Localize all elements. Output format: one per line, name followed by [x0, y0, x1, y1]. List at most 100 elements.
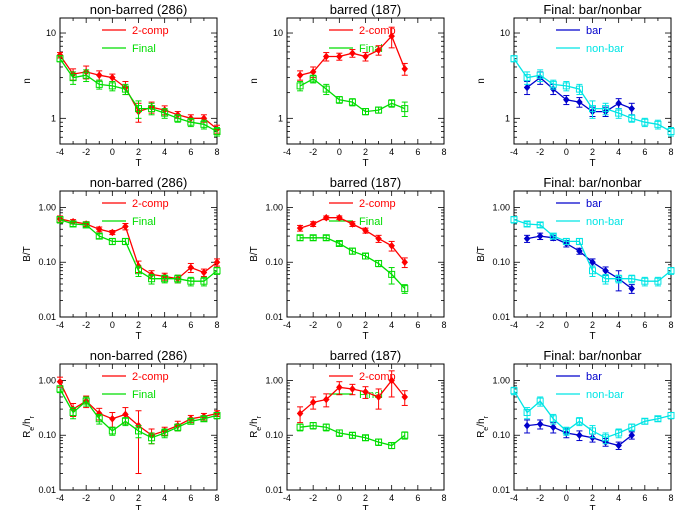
x-tick-label: 0: [564, 320, 569, 330]
x-tick-label: 6: [188, 320, 193, 330]
data-point: [388, 270, 396, 278]
x-tick-label: -4: [283, 493, 291, 503]
data-point: [56, 385, 64, 393]
data-point: [562, 427, 570, 435]
data-point: [336, 213, 343, 222]
data-point: [362, 52, 369, 61]
x-tick-label: -4: [510, 320, 518, 330]
x-tick-label: 8: [214, 147, 219, 157]
x-tick-label: 4: [389, 147, 394, 157]
data-point: [523, 409, 531, 417]
data-point: [309, 422, 317, 430]
data-point: [56, 216, 64, 224]
data-point: [510, 55, 518, 63]
y-tick-label: 10: [46, 28, 56, 38]
data-point: [549, 415, 557, 423]
data-point: [602, 434, 610, 442]
data-point: [69, 409, 77, 417]
y-tick-label: 0.01: [265, 312, 283, 322]
data-point: [161, 275, 169, 283]
data-point: [628, 114, 636, 122]
legend-label: non-bar: [586, 389, 624, 401]
data-point: [135, 267, 142, 275]
y-tick-label: 1.00: [265, 202, 283, 212]
data-point: [187, 263, 195, 272]
legend-label: Final: [132, 389, 156, 401]
x-tick-label: 2: [363, 320, 368, 330]
chart-title: non-barred (286): [90, 348, 188, 363]
y-tick-label: 10: [500, 28, 510, 38]
x-tick-label: -4: [510, 493, 518, 503]
data-point: [388, 441, 396, 449]
data-point: [549, 232, 557, 240]
x-tick-label: 0: [337, 320, 342, 330]
legend-label: 2-comp: [359, 198, 396, 210]
x-tick-label: -4: [56, 320, 64, 330]
data-point: [375, 259, 383, 267]
data-point: [296, 234, 304, 242]
data-point: [602, 105, 610, 113]
legend-label: non-bar: [586, 43, 624, 55]
chart-panel: non-barred (286) -4 -2 0 2 4 6 8 T 1 10 n 2-comp Fina…: [22, 2, 221, 169]
data-point: [161, 109, 169, 117]
data-point: [349, 385, 356, 393]
x-tick-label: 0: [337, 147, 342, 157]
chart-panel: non-barred (286) -4 -2 0 2 4 6 8 T 0.01 0.10 1.00 B/…: [22, 175, 221, 342]
data-point: [401, 64, 409, 73]
x-axis-label: T: [362, 331, 368, 342]
legend-label: 2-comp: [359, 371, 396, 383]
data-point: [309, 398, 317, 407]
y-axis-label: B/T: [476, 246, 487, 262]
data-point: [641, 118, 649, 126]
y-tick-label: 0.10: [38, 257, 56, 267]
x-tick-label: 4: [616, 493, 621, 503]
data-point: [536, 232, 544, 240]
data-point: [549, 423, 557, 432]
chart-title: barred (187): [330, 2, 402, 17]
data-point: [362, 108, 369, 116]
data-point: [108, 427, 116, 435]
data-point: [322, 213, 330, 222]
data-point: [348, 98, 356, 106]
x-tick-label: 6: [188, 147, 193, 157]
data-point: [615, 429, 623, 437]
x-tick-label: -4: [283, 147, 291, 157]
data-point: [309, 234, 317, 242]
data-point: [348, 247, 356, 255]
data-point: [322, 395, 330, 404]
data-point: [576, 98, 583, 106]
data-point: [213, 411, 221, 419]
data-point: [375, 234, 382, 243]
data-point: [628, 275, 636, 283]
data-point: [401, 393, 409, 401]
data-point: [523, 83, 531, 92]
data-point: [628, 104, 636, 113]
x-tick-label: 4: [616, 320, 621, 330]
chart-title: Final: bar/nonbar: [543, 348, 642, 363]
chart-panel: Final: bar/nonbar -4 -2 0 2 4 6 8 T 1 10 n bar non-ba…: [476, 2, 675, 169]
y-tick-label: 0.01: [265, 485, 283, 495]
x-tick-label: 0: [110, 493, 115, 503]
x-tick-label: 0: [110, 320, 115, 330]
data-point: [615, 275, 623, 283]
data-point: [296, 423, 304, 431]
y-axis-label: n: [476, 78, 487, 84]
data-point: [575, 237, 583, 245]
y-tick-label: 1: [51, 113, 56, 123]
x-tick-label: -2: [536, 147, 544, 157]
x-tick-label: -2: [536, 320, 544, 330]
y-tick-label: 1.00: [38, 375, 56, 385]
data-point: [82, 71, 90, 79]
x-tick-label: 4: [616, 147, 621, 157]
data-point: [641, 277, 649, 285]
data-point: [589, 267, 596, 275]
y-tick-label: 0.10: [265, 430, 283, 440]
data-point: [148, 434, 156, 442]
data-point: [109, 73, 116, 82]
x-tick-label: 4: [162, 493, 167, 503]
x-tick-label: -4: [283, 320, 291, 330]
y-axis-label: n: [22, 78, 33, 84]
data-point: [523, 74, 531, 82]
data-point: [213, 128, 221, 136]
